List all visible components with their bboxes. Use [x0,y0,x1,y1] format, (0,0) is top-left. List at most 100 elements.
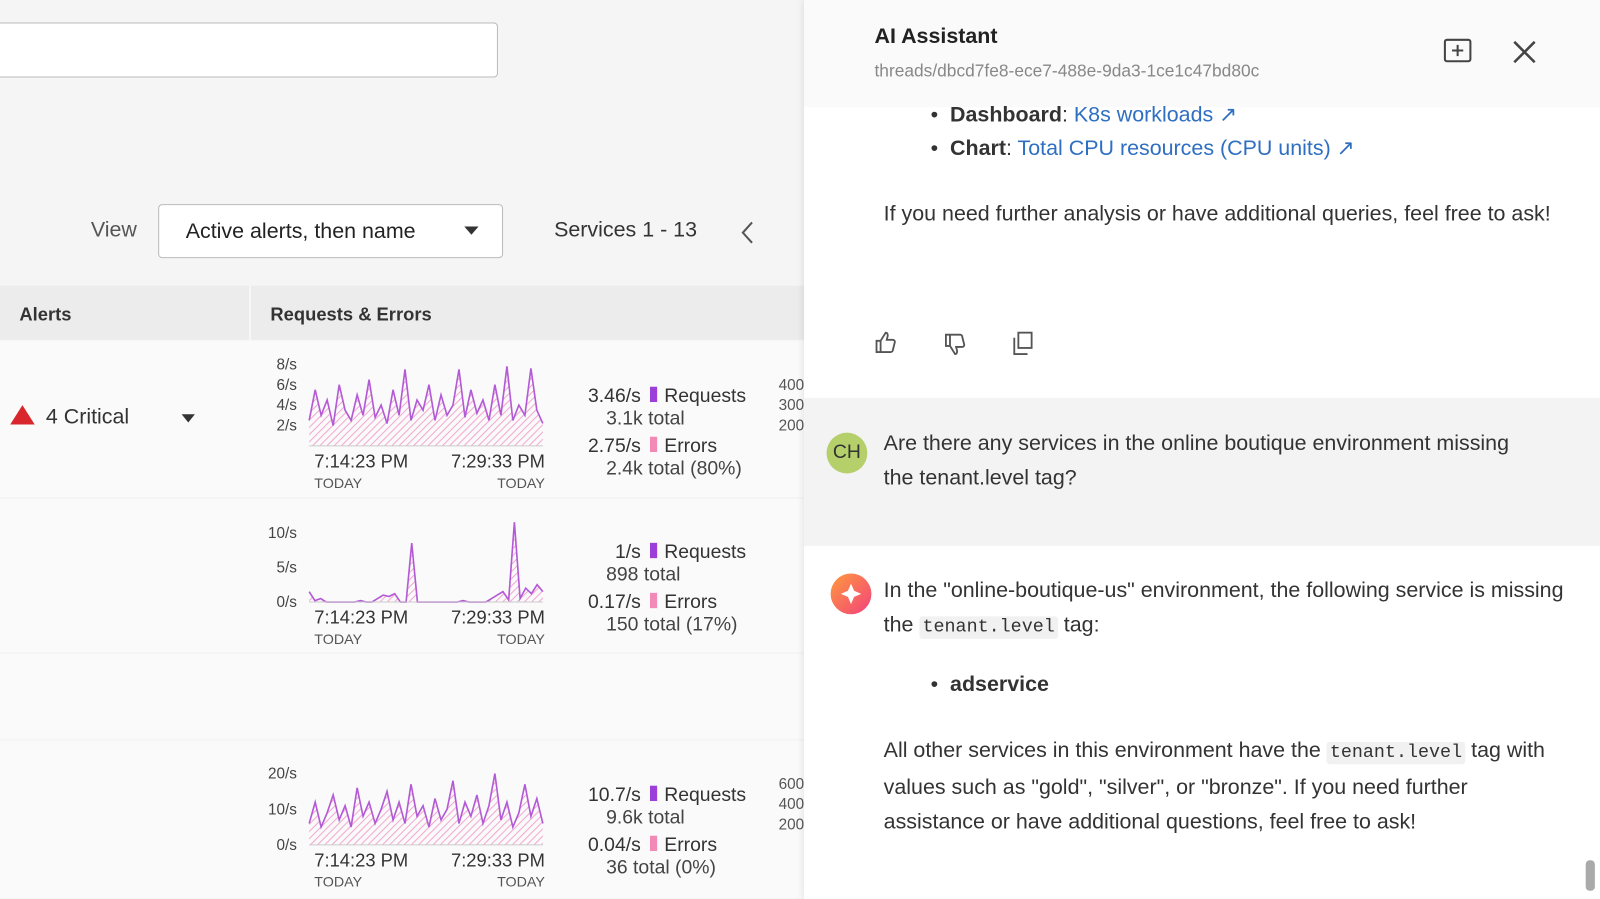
text: tag with values such as "gold", "silver"… [883,738,1545,834]
clipped-tick-label: 600 [779,776,805,793]
panel-title: AI Assistant [874,24,998,48]
legend-swatch [649,592,658,609]
prev-page[interactable] [740,220,756,244]
rate: 1/s [615,541,641,563]
sparkline-area [309,366,543,446]
y-tick-label: 6/s [277,377,298,394]
critical-icon [10,405,35,425]
day-label: TODAY [314,875,362,891]
code: tenant.level [919,616,1058,639]
table-row [0,498,805,653]
view-select-text: Active alerts, then name [185,219,416,243]
y-tick-label: 0/s [277,837,298,854]
time-label: 7:29:33 PM [451,849,545,870]
metric-label: Requests [664,784,746,806]
rate: 2.75/s [588,435,641,457]
legend-swatch [649,542,658,559]
user-avatar: CH [826,432,868,474]
total: 36 total (0%) [606,856,716,878]
total: 2.4k total (80%) [606,457,742,479]
column-header: Requests & Errors [270,304,432,325]
close-button[interactable] [1512,40,1536,64]
sparkline [308,773,544,830]
metric-label: Requests [664,385,746,407]
legend-swatch [649,386,658,403]
sparkline-area [309,773,543,845]
list-item: • Dashboard: K8s workloads ↗ [930,103,1238,127]
assistant-text: In the "online-boutique-us" environment,… [884,573,1568,644]
assistant-text: All other services in this environment h… [884,734,1568,840]
thread-id: threads/dbcd7fe8-ece7-488e-9da3-1ce1c47b… [874,61,1260,81]
rate: 0.17/s [588,591,641,613]
y-tick-label: 4/s [277,397,298,414]
total: 898 total [606,564,680,586]
y-tick-label: 10/s [268,801,297,818]
table-row [0,654,805,739]
pager: Services 1 - 13 [554,218,697,242]
user-message [804,397,1600,546]
y-tick-label: 5/s [277,559,298,576]
legend-swatch [649,436,658,453]
metric-label: Requests [664,541,746,563]
assistant-panel: AI Assistant threads/dbcd7fe8-ece7-488e-… [804,0,1600,899]
user-text: Are there any services in the online bou… [883,431,1510,490]
day-label: TODAY [497,632,545,648]
clipped-tick-label: 400 [779,796,805,813]
sparkline [308,366,544,426]
view-select[interactable]: Active alerts, then name [158,204,504,259]
code: tenant.level [1326,741,1466,765]
clipped-tick-label: 200 [779,418,805,435]
day-label: TODAY [497,476,545,492]
rate: 0.04/s [588,834,641,856]
new-thread-button[interactable] [1443,38,1474,67]
clipped-tick-label: 300 [779,397,805,414]
metric-label: Errors [664,834,717,856]
day-label: TODAY [314,476,362,492]
scrollbar[interactable] [1585,860,1595,891]
thumbs-up[interactable] [875,331,896,353]
separator: : [1005,136,1012,161]
rate: 10.7/s [588,784,641,806]
day-label: TODAY [314,632,362,648]
clipped-tick-label: 400 [779,377,805,394]
time-label: 7:14:23 PM [314,450,408,471]
separator: : [1061,103,1068,127]
search-input[interactable] [0,22,498,78]
list-item: • adservice [930,672,1049,696]
y-tick-label: 0/s [277,594,298,611]
legend-swatch [649,835,658,852]
total: 9.6k total [606,806,685,828]
table-header [0,285,805,340]
message-text: If you need further analysis or have add… [883,202,1551,226]
y-tick-label: 20/s [268,766,297,783]
y-tick-label: 10/s [268,525,297,542]
assistant-avatar [830,573,872,615]
expand-icon [181,414,195,423]
time-label: 7:29:33 PM [451,450,545,471]
y-tick-label: 8/s [277,356,298,373]
feedback-icons [875,331,1033,355]
column-header: Alerts [19,304,72,325]
time-label: 7:14:23 PM [314,849,408,870]
dropdown-icon [464,226,479,235]
item-label: Dashboard [950,103,1062,127]
link[interactable]: K8s workloads [1073,103,1214,127]
link[interactable]: Total CPU resources (CPU units) [1017,136,1331,161]
divider [248,285,252,340]
thumbs-down[interactable] [944,333,966,355]
text: In the "online-boutique-us" environment,… [883,578,1564,637]
clipped-tick-label: 200 [779,817,805,834]
total: 150 total (17%) [606,614,737,636]
text: tag: [1063,613,1100,637]
alert-label: 4 Critical [46,404,129,428]
item-label: Chart [950,136,1006,161]
y-tick-label: 2/s [277,418,298,435]
item-label: adservice [950,672,1049,696]
view-label: View [90,218,137,242]
list-item: • Chart: Total CPU resources (CPU units)… [930,136,1355,161]
metric-label: Errors [664,435,717,457]
copy[interactable] [1013,331,1033,355]
total: 3.1k total [606,407,685,429]
time-label: 7:14:23 PM [314,606,408,627]
